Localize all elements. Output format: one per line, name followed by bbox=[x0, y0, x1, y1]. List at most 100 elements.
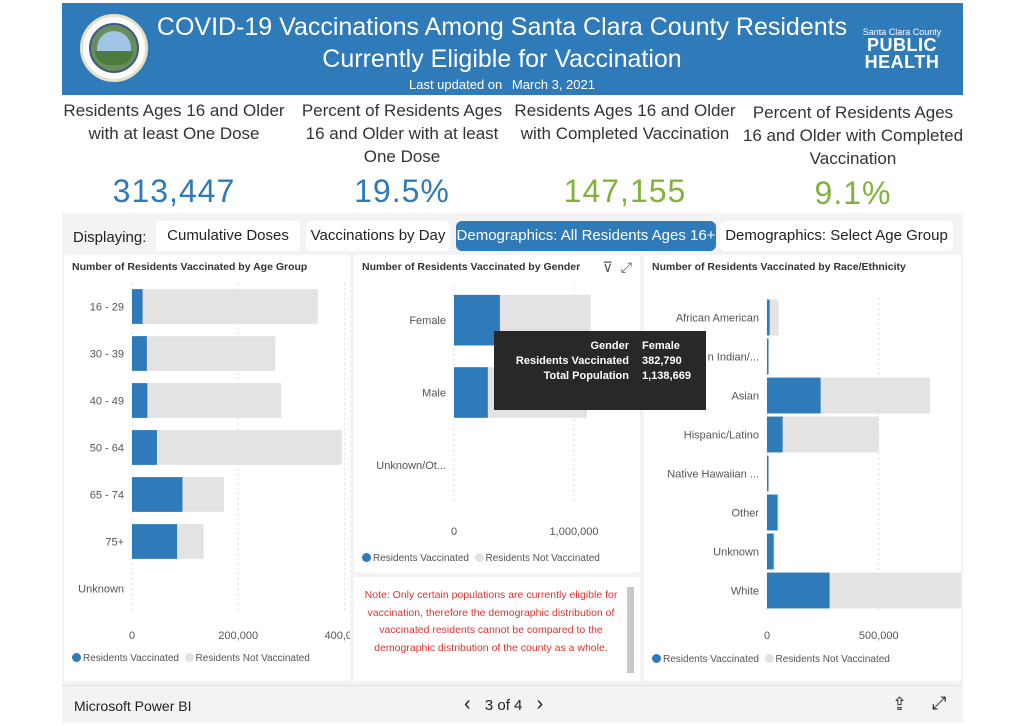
bar-not-vaccinated bbox=[142, 289, 318, 324]
bar-not-vaccinated bbox=[146, 336, 276, 371]
x-tick-label: 0 bbox=[129, 630, 135, 642]
bar-not-vaccinated bbox=[769, 299, 779, 336]
bar-vaccinated bbox=[767, 377, 821, 414]
legend-vaccinated-swatch bbox=[72, 653, 81, 662]
legend-vaccinated-label: Residents Vaccinated bbox=[373, 553, 469, 564]
category-label: 75+ bbox=[105, 537, 124, 549]
bar-not-vaccinated bbox=[773, 533, 775, 570]
bar-vaccinated bbox=[132, 430, 157, 465]
bar-vaccinated bbox=[132, 289, 143, 324]
kpi-label: Percent of Residents Ages 16 and Older w… bbox=[301, 101, 503, 166]
bar-vaccinated bbox=[767, 299, 770, 336]
powerbi-brand: Microsoft Power BI bbox=[74, 698, 192, 714]
category-label: Other bbox=[731, 508, 759, 520]
bar-vaccinated bbox=[767, 494, 778, 531]
logo-line-2: HEALTH bbox=[864, 52, 940, 72]
category-label: 50 - 64 bbox=[90, 443, 124, 455]
bar-not-vaccinated bbox=[782, 416, 879, 453]
public-health-logo: Santa Clara County PUBLIC HEALTH bbox=[852, 27, 952, 71]
powerbi-footer: Microsoft Power BI ‹ 3 of 4 › ⇪ ⤢ bbox=[62, 685, 963, 723]
bar-vaccinated bbox=[767, 455, 769, 492]
category-label: 40 - 49 bbox=[90, 396, 124, 408]
x-tick-label: 0 bbox=[764, 630, 770, 642]
x-tick-label: 1,000,000 bbox=[550, 526, 599, 538]
report-canvas: COVID-19 Vaccinations Among Santa Clara … bbox=[62, 3, 963, 685]
legend-vaccinated-swatch bbox=[652, 654, 661, 663]
fullscreen-icon[interactable]: ⤢ bbox=[932, 693, 947, 713]
kpi-card: Residents Ages 16 and Older with at leas… bbox=[63, 99, 285, 209]
bar-vaccinated bbox=[132, 524, 178, 559]
chart-legend: Residents Vaccinated Residents Not Vacci… bbox=[72, 653, 310, 664]
chart-tooltip: Gender Female Residents Vaccinated 382,7… bbox=[494, 331, 706, 410]
filter-icon[interactable]: ⊽ bbox=[602, 259, 613, 275]
kpi-row: Residents Ages 16 and Older with at leas… bbox=[62, 95, 963, 213]
page-indicator: 3 of 4 bbox=[484, 697, 523, 714]
bar-not-vaccinated bbox=[156, 430, 342, 465]
gender-chart: 0 1,000,000 Female Male Unknown/Ot... bbox=[376, 284, 599, 538]
page-title: COVID-19 Vaccinations Among Santa Clara … bbox=[152, 11, 852, 75]
bar-not-vaccinated bbox=[820, 377, 931, 414]
logo-line-1: PUBLIC bbox=[867, 35, 937, 55]
previous-page-button[interactable]: ‹ bbox=[464, 693, 471, 715]
category-label: Unknown bbox=[78, 584, 124, 596]
tab-vaccinations-by-day[interactable]: Vaccinations by Day bbox=[306, 221, 450, 251]
bar-vaccinated bbox=[767, 416, 783, 453]
display-tabs: Displaying: Cumulative Doses Vaccination… bbox=[62, 213, 963, 253]
legend-not-vaccinated-label: Residents Not Vaccinated bbox=[485, 553, 600, 564]
bar-vaccinated bbox=[454, 294, 500, 346]
tab-demographics-select-age[interactable]: Demographics: Select Age Group bbox=[720, 221, 953, 251]
bar-vaccinated bbox=[767, 572, 830, 609]
legend-vaccinated-label: Residents Vaccinated bbox=[83, 653, 179, 664]
legend-not-vaccinated-swatch bbox=[184, 653, 194, 662]
category-label: Male bbox=[422, 388, 446, 400]
bar-vaccinated bbox=[132, 336, 147, 371]
legend-vaccinated-swatch bbox=[362, 553, 371, 562]
kpi-label: Percent of Residents Ages 16 and Older w… bbox=[742, 103, 963, 168]
category-label: Unknown bbox=[713, 547, 759, 559]
kpi-value: 147,155 bbox=[563, 173, 687, 209]
bar-vaccinated bbox=[454, 367, 488, 418]
focus-mode-icon[interactable]: ⤢ bbox=[620, 259, 632, 275]
tooltip-key: Total Population bbox=[543, 370, 629, 382]
tooltip-row: Total Population 1,138,669 bbox=[494, 370, 706, 385]
chart-title: Number of Residents Vaccinated by Race/E… bbox=[652, 261, 906, 273]
bar-not-vaccinated bbox=[182, 477, 224, 512]
bar-vaccinated bbox=[767, 533, 774, 570]
chart-legend: Residents Vaccinated Residents Not Vacci… bbox=[652, 654, 890, 665]
note-text: Note: Only certain populations are curre… bbox=[364, 589, 618, 654]
category-label: 16 - 29 bbox=[90, 302, 124, 314]
bar-not-vaccinated bbox=[829, 572, 961, 609]
header-banner: COVID-19 Vaccinations Among Santa Clara … bbox=[62, 3, 963, 95]
eligibility-note: Note: Only certain populations are curre… bbox=[354, 577, 640, 681]
legend-not-vaccinated-label: Residents Not Vaccinated bbox=[195, 653, 310, 664]
kpi-card: Residents Ages 16 and Older with Complet… bbox=[514, 99, 736, 209]
age-group-chart-panel: 0 200,000 400,000 16 - 29 30 - 39 40 - 49 50 -… bbox=[64, 255, 350, 681]
kpi-value: 9.1% bbox=[814, 175, 892, 211]
category-label: Hispanic/Latino bbox=[684, 430, 759, 442]
bar-vaccinated bbox=[767, 338, 769, 375]
tooltip-key: Gender bbox=[590, 340, 629, 352]
tooltip-row: Residents Vaccinated 382,790 bbox=[494, 355, 706, 370]
share-icon[interactable]: ⇪ bbox=[892, 694, 908, 714]
visual-header-icons: ⊽ ⤢ bbox=[595, 259, 632, 276]
displaying-label: Displaying: bbox=[73, 229, 147, 246]
kpi-card: Percent of Residents Ages 16 and Older w… bbox=[291, 99, 513, 209]
tooltip-value: 382,790 bbox=[642, 355, 682, 367]
note-scrollbar[interactable] bbox=[627, 587, 634, 673]
bar-vaccinated bbox=[132, 383, 148, 418]
legend-not-vaccinated-label: Residents Not Vaccinated bbox=[775, 654, 890, 665]
page-navigator: ‹ 3 of 4 › bbox=[454, 694, 553, 714]
tab-demographics-all[interactable]: Demographics: All Residents Ages 16+ bbox=[456, 221, 716, 251]
tab-cumulative-doses[interactable]: Cumulative Doses bbox=[156, 221, 300, 251]
county-seal-logo bbox=[80, 14, 148, 82]
bar-vaccinated bbox=[132, 477, 183, 512]
bar-not-vaccinated bbox=[147, 383, 282, 418]
gender-chart-panel: 0 1,000,000 Female Male Unknown/Ot... Number… bbox=[354, 255, 640, 573]
kpi-value: 19.5% bbox=[354, 173, 450, 209]
next-page-button[interactable]: › bbox=[536, 693, 544, 715]
updated-label: Last updated on bbox=[409, 77, 503, 92]
category-label: Unknown/Ot... bbox=[376, 460, 446, 472]
